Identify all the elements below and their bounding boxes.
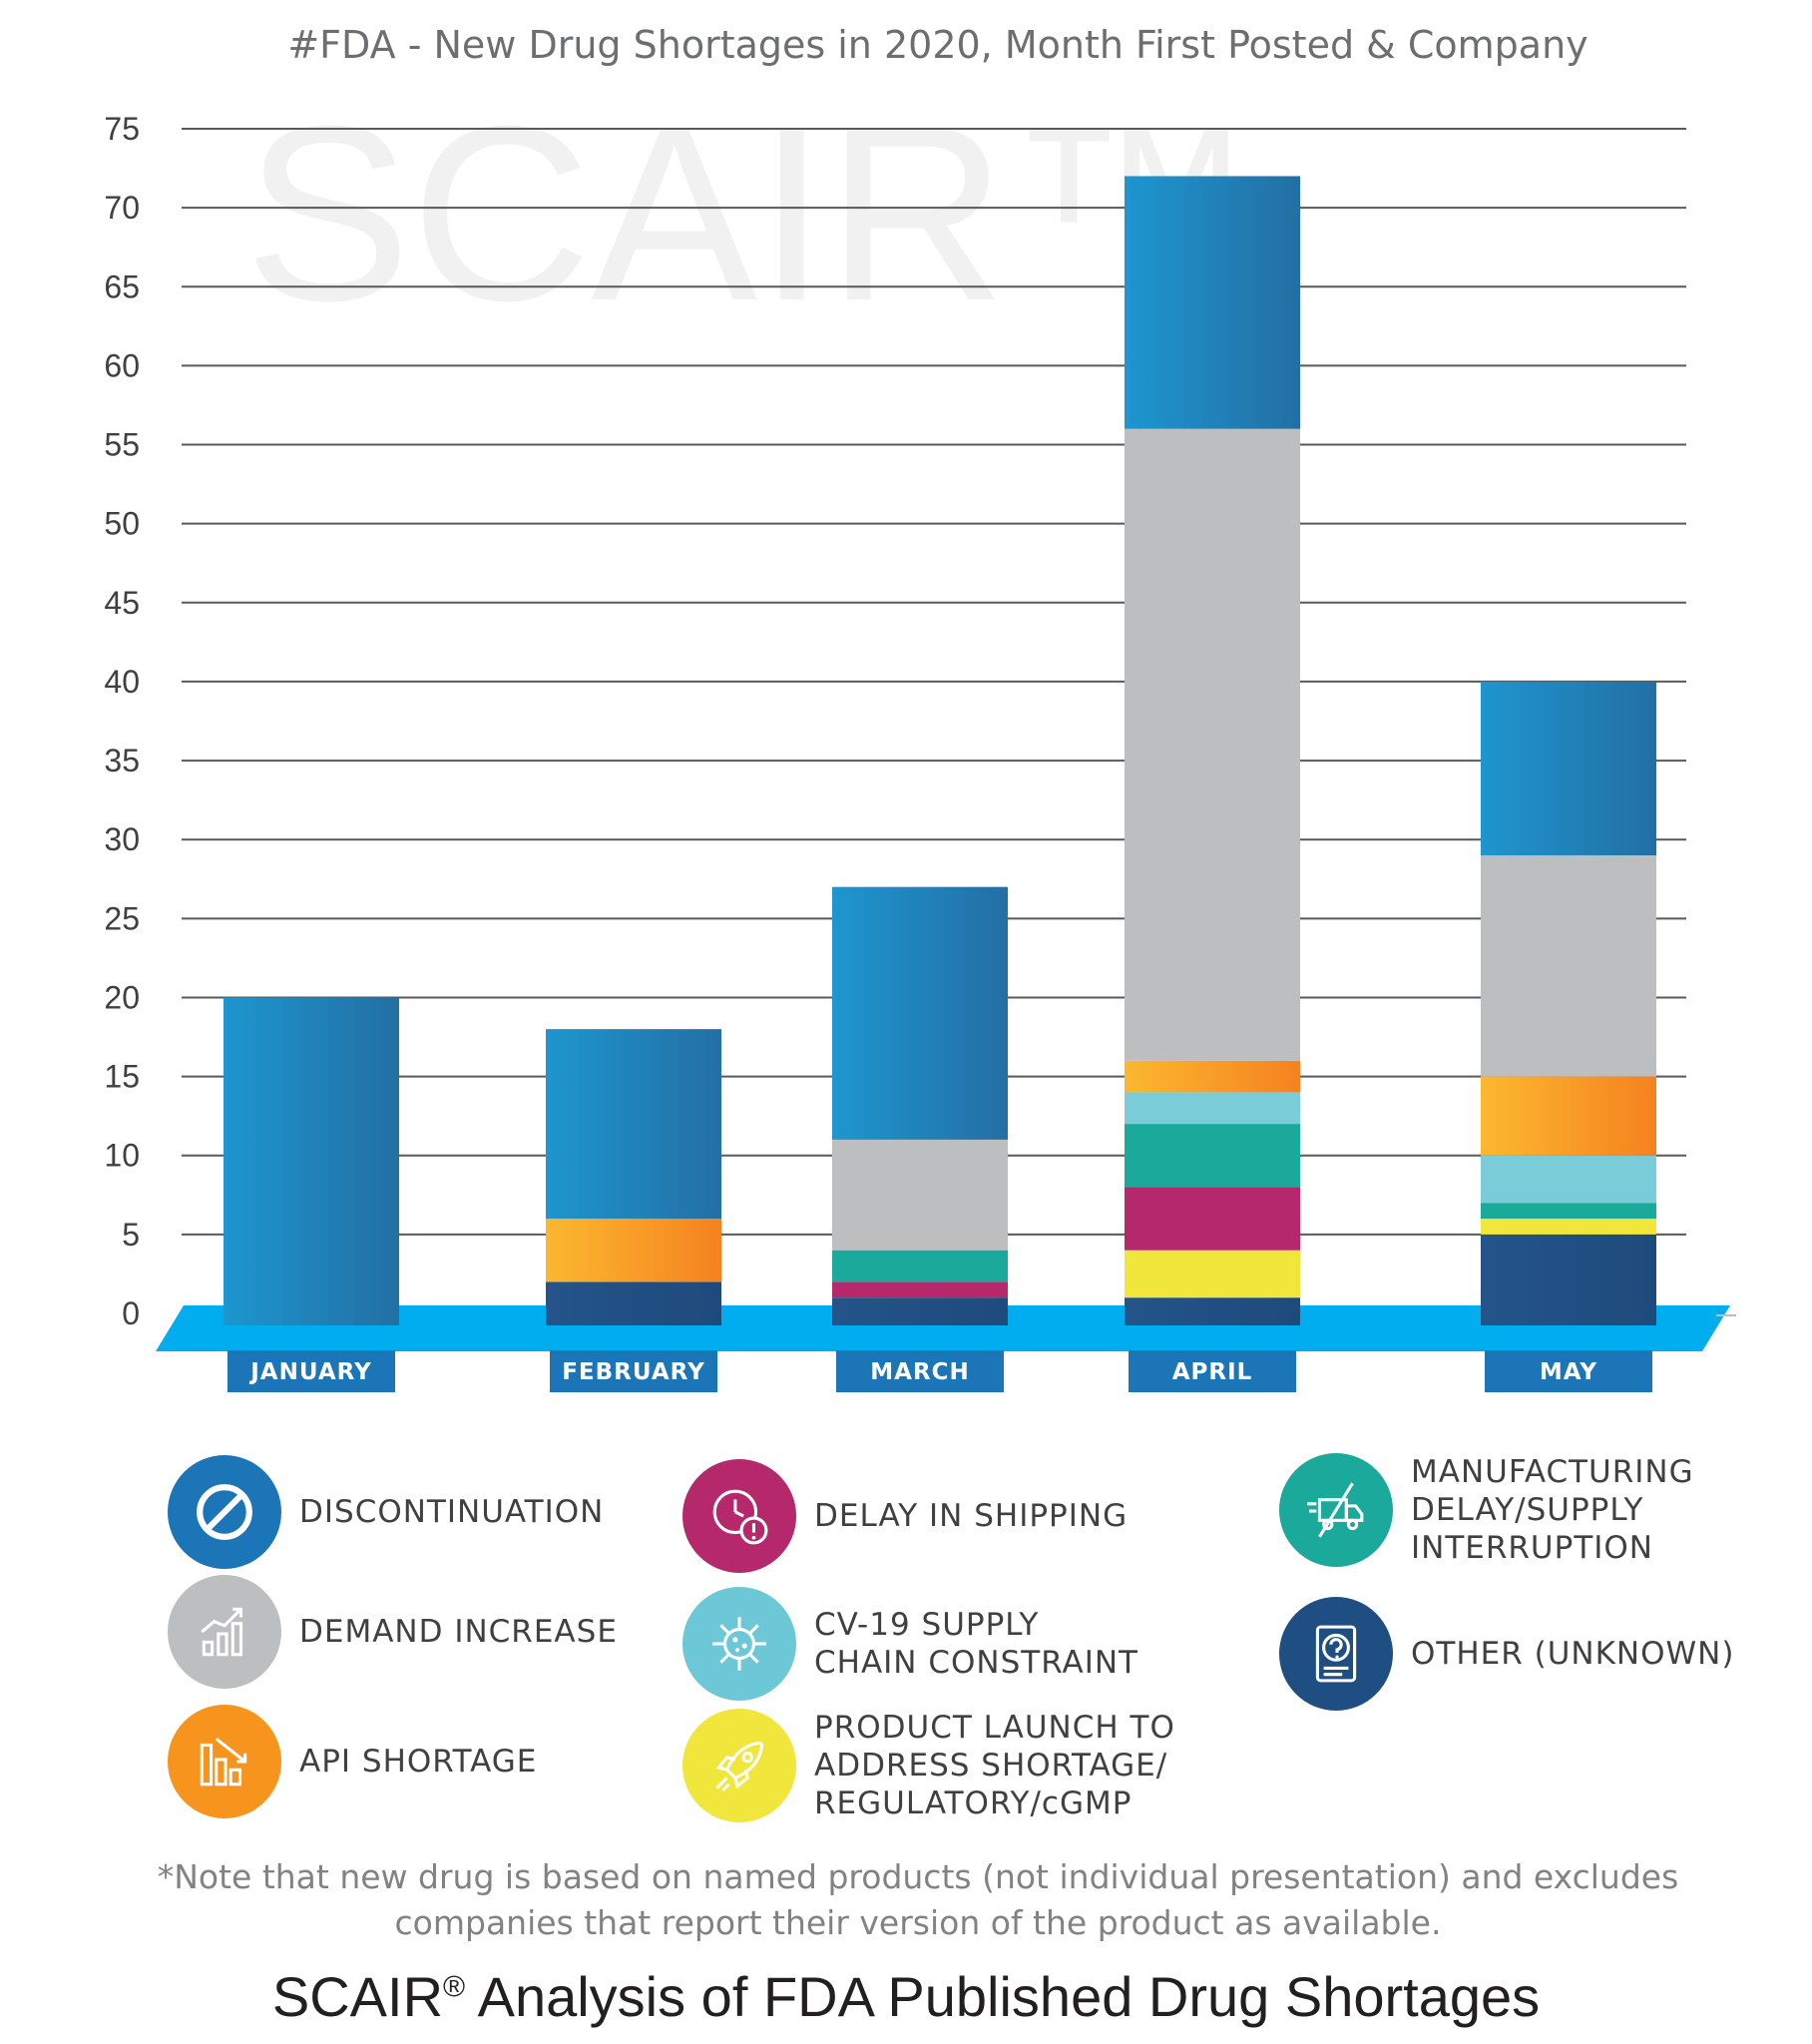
bar-segment-march-6: [832, 1139, 1008, 1251]
stacked-bar-chart: SCAIR™ #FDA - New Drug Shortages in 2020…: [104, 23, 1736, 1392]
legend-item-7: PRODUCT LAUNCH TO ADDRESS SHORTAGE/ REGU…: [682, 1709, 1175, 1822]
y-tick-label: 50: [104, 506, 140, 542]
legend-label: MANUFACTURING DELAY/SUPPLY INTERRUPTION: [1411, 1454, 1694, 1566]
y-tick-label: 15: [104, 1059, 140, 1095]
y-tick-label: 5: [122, 1217, 140, 1253]
bar-segment-april-0: [1125, 1297, 1300, 1325]
legend-label: DEMAND INCREASE: [299, 1614, 618, 1650]
legend-item-4: CV-19 SUPPLY CHAIN CONSTRAINT: [682, 1587, 1138, 1701]
y-tick-label: 30: [104, 821, 140, 857]
legend-item-5: OTHER (UNKNOWN): [1279, 1597, 1734, 1711]
y-tick-label: 60: [104, 347, 140, 383]
bar-segment-april-6: [1125, 428, 1300, 1061]
clock-alert-icon: [682, 1459, 796, 1573]
bar-segment-march-3: [832, 1250, 1008, 1282]
bar-segment-february-0: [546, 1281, 721, 1325]
registered-mark: ®: [443, 1970, 466, 2004]
bar-segment-may-0: [1481, 1234, 1656, 1325]
watermark: SCAIR™: [244, 74, 1256, 352]
bar-segment-march-0: [832, 1297, 1008, 1325]
bar-segment-april-2: [1125, 1187, 1300, 1251]
rocket-icon: [682, 1709, 796, 1822]
legend-item-6: API SHORTAGE: [168, 1705, 537, 1818]
bar-segment-february-5: [546, 1219, 721, 1282]
legend-label: CV-19 SUPPLY CHAIN CONSTRAINT: [814, 1607, 1138, 1681]
y-tick-label: 65: [104, 268, 140, 304]
legend-item-0: DISCONTINUATION: [168, 1455, 604, 1569]
month-label-box: [1129, 1350, 1296, 1392]
legend-item-3: DEMAND INCREASE: [168, 1575, 618, 1689]
y-tick-label: 25: [104, 900, 140, 936]
bar-segment-april-1: [1125, 1250, 1300, 1298]
bar-segment-february-7: [546, 1029, 721, 1220]
legend-label: OTHER (UNKNOWN): [1411, 1636, 1735, 1672]
y-tick-label: 40: [104, 664, 140, 700]
bar-segment-may-7: [1481, 681, 1656, 856]
legend-label: DELAY IN SHIPPING: [814, 1498, 1129, 1534]
month-label-box: [1485, 1350, 1652, 1392]
legend-item-2: MANUFACTURING DELAY/SUPPLY INTERRUPTION: [1279, 1453, 1694, 1567]
y-tick-label: 45: [104, 585, 140, 621]
month-label-box: [836, 1350, 1004, 1392]
footer-rest: Analysis of FDA Published Drug Shortages: [465, 1965, 1541, 2028]
month-label-may: MAY: [1540, 1359, 1597, 1385]
truck-crossed-icon: [1279, 1453, 1393, 1567]
bar-segment-march-2: [832, 1281, 1008, 1298]
virus-icon: [682, 1587, 796, 1701]
month-label-april: APRIL: [1172, 1359, 1253, 1385]
y-tick-label: 70: [104, 190, 140, 226]
legend-label: API SHORTAGE: [299, 1744, 538, 1780]
y-tick-label: 75: [104, 111, 140, 147]
bar-segment-april-7: [1125, 176, 1300, 429]
legend-item-1: DELAY IN SHIPPING: [682, 1459, 1128, 1573]
month-label-january: JANUARY: [248, 1359, 371, 1385]
month-label-box: [227, 1350, 395, 1392]
legend-label: DISCONTINUATION: [299, 1494, 605, 1530]
footer-brand: SCAIR: [271, 1965, 444, 2028]
footnote: *Note that new drug is based on named pr…: [157, 1857, 1679, 1942]
month-label-february: FEBRUARY: [562, 1359, 705, 1385]
footer-title: SCAIR® Analysis of FDA Published Drug Sh…: [0, 1964, 1812, 2029]
legend-label: PRODUCT LAUNCH TO ADDRESS SHORTAGE/ REGU…: [814, 1710, 1175, 1821]
y-tick-label: 0: [122, 1295, 140, 1331]
bar-segment-april-3: [1125, 1124, 1300, 1188]
bar-segment-january-7: [224, 997, 399, 1325]
chart-title: #FDA - New Drug Shortages in 2020, Month…: [287, 23, 1587, 67]
falling-chart-icon: [168, 1705, 281, 1818]
bar-segment-april-5: [1125, 1060, 1300, 1093]
bar-segment-may-3: [1481, 1203, 1656, 1220]
bar-segment-may-5: [1481, 1076, 1656, 1156]
bar-segment-april-4: [1125, 1092, 1300, 1125]
bar-segment-may-1: [1481, 1219, 1656, 1235]
rising-chart-icon: [168, 1575, 281, 1689]
y-tick-label: 55: [104, 427, 140, 463]
y-tick-label: 35: [104, 743, 140, 778]
bar-segment-march-7: [832, 886, 1008, 1140]
y-tick-label: 20: [104, 979, 140, 1015]
month-label-box: [550, 1350, 717, 1392]
y-tick-label: 10: [104, 1138, 140, 1174]
bar-segment-may-6: [1481, 855, 1656, 1077]
no-entry-icon: [168, 1455, 281, 1569]
bar-segment-may-4: [1481, 1155, 1656, 1204]
question-document-icon: [1279, 1597, 1393, 1711]
month-label-march: MARCH: [870, 1359, 970, 1385]
